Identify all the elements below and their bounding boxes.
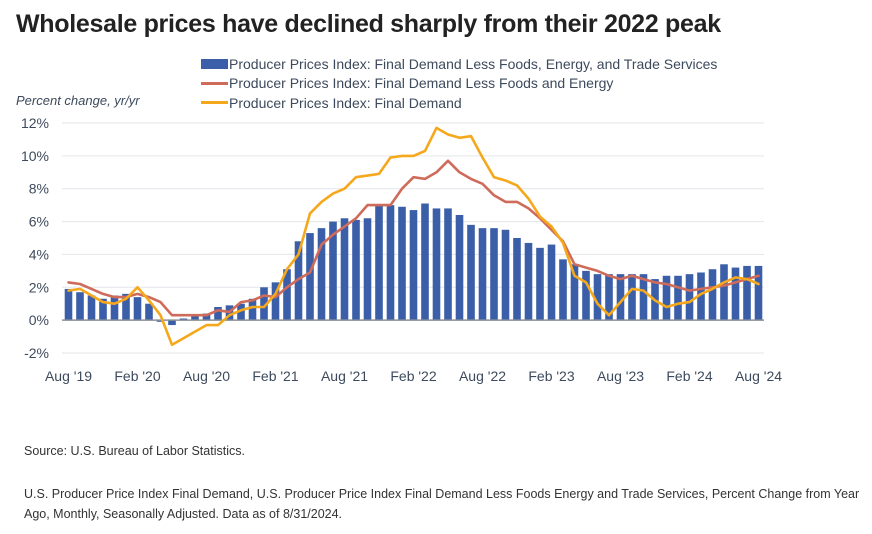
bar (133, 297, 142, 321)
bar (363, 218, 372, 321)
data-note: U.S. Producer Price Index Final Demand, … (24, 487, 860, 521)
bar (76, 292, 84, 321)
bar (639, 274, 648, 321)
bar (421, 203, 429, 321)
legend-swatch-line (201, 101, 228, 105)
bar (168, 320, 176, 326)
bar (536, 247, 544, 321)
chart-legend: Producer Prices Index: Final Demand Less… (201, 54, 717, 113)
line-less-foods-energy (67, 159, 760, 317)
bar (248, 298, 257, 321)
bar (754, 265, 763, 321)
bar (616, 274, 625, 321)
bar (674, 275, 682, 321)
bar (340, 218, 349, 321)
x-tick-label: Feb '21 (252, 368, 298, 384)
y-tick-label: 2% (29, 279, 49, 295)
legend-item-core-less-trade: Producer Prices Index: Final Demand Less… (201, 54, 717, 74)
bar (697, 272, 705, 321)
bar (306, 233, 314, 321)
bar (271, 282, 280, 321)
bar (478, 228, 487, 321)
bar (743, 265, 751, 321)
bar (386, 205, 395, 321)
x-tick-label: Aug '20 (183, 368, 230, 384)
bar (593, 274, 602, 321)
y-tick-label: -2% (24, 345, 49, 361)
x-tick-label: Aug '19 (45, 368, 92, 384)
bar (237, 303, 245, 321)
x-tick-label: Aug '24 (735, 368, 782, 384)
bar (605, 274, 613, 321)
chart-title: Wholesale prices have declined sharply f… (16, 10, 721, 38)
bar (513, 238, 521, 321)
bar (490, 228, 498, 321)
x-tick-label: Feb '20 (114, 368, 160, 384)
source-note: Source: U.S. Bureau of Labor Statistics. (24, 444, 245, 458)
legend-label: Producer Prices Index: Final Demand Less… (229, 55, 718, 72)
bar (559, 259, 567, 321)
bar (731, 267, 740, 321)
y-tick-label: 8% (29, 181, 49, 197)
bar (720, 264, 728, 321)
x-tick-label: Aug '22 (459, 368, 506, 384)
bar (122, 293, 130, 321)
line-final-demand (67, 126, 760, 347)
y-tick-label: 4% (29, 246, 49, 262)
bar (432, 208, 441, 321)
legend-label: Producer Prices Index: Final Demand Less… (229, 75, 614, 92)
bar (409, 210, 418, 321)
legend-swatch-line (201, 81, 228, 85)
line-series (67, 126, 760, 347)
bar (455, 215, 464, 321)
bar (317, 228, 326, 321)
bar (524, 242, 533, 321)
y-axis-label: Percent change, yr/yr (16, 93, 140, 108)
bar (214, 307, 222, 321)
legend-swatch-bar (201, 58, 228, 69)
bar (398, 206, 406, 321)
bar (179, 318, 188, 321)
bar (202, 313, 211, 321)
y-tick-label: 0% (29, 312, 49, 328)
bar (99, 298, 107, 321)
bar (501, 229, 510, 321)
bar (283, 269, 291, 321)
bar (467, 224, 475, 321)
bar (570, 264, 579, 321)
legend-item-final-demand: Producer Prices Index: Final Demand (201, 93, 717, 113)
y-tick-label: 10% (21, 148, 49, 164)
bar (708, 269, 717, 321)
bar (191, 315, 199, 321)
bar (145, 303, 153, 321)
bar (685, 274, 694, 321)
bar (582, 270, 590, 321)
x-tick-label: Aug '21 (321, 368, 368, 384)
bar (375, 205, 383, 321)
x-tick-label: Aug '23 (597, 368, 644, 384)
x-axis-ticks: Aug '19 Feb '20 Aug '20 Feb '21 Aug '21 Feb '… (45, 368, 782, 384)
legend-item-less-foods-energy: Producer Prices Index: Final Demand Less… (201, 74, 717, 94)
x-tick-label: Feb '24 (666, 368, 712, 384)
legend-label: Producer Prices Index: Final Demand (229, 94, 462, 111)
y-axis-ticks: 12% 10% 8% 6% 4% 2% 0% -2% (21, 115, 49, 361)
bar (547, 244, 556, 321)
x-tick-label: Feb '23 (528, 368, 574, 384)
bar (260, 287, 268, 321)
bar (329, 221, 337, 321)
bar (662, 275, 671, 321)
bar (110, 295, 119, 321)
bar (156, 320, 165, 322)
y-tick-label: 12% (21, 115, 49, 131)
bar-series (64, 203, 763, 326)
x-tick-label: Feb '22 (390, 368, 436, 384)
bar (444, 208, 452, 321)
y-tick-label: 6% (29, 214, 49, 230)
chart-plot: 12% 10% 8% 6% 4% 2% 0% -2% Aug '19 Feb '20 Aug '2… (21, 115, 782, 384)
bar (294, 241, 303, 321)
bar (628, 274, 636, 321)
bar (64, 288, 73, 321)
bar (352, 219, 360, 321)
bar (87, 295, 96, 321)
